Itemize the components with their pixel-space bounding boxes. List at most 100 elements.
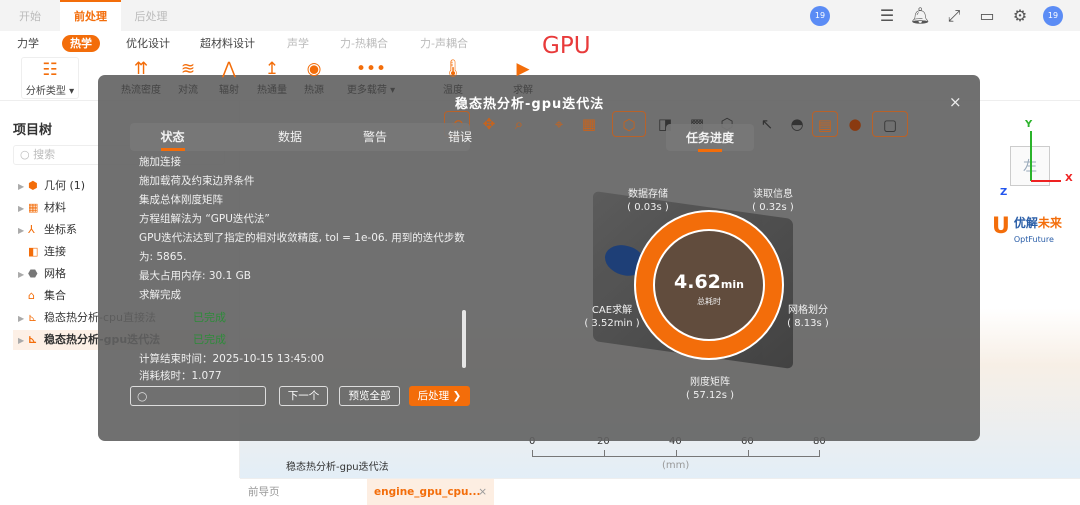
search-icon: ○	[20, 148, 30, 161]
solve-progress-dialog: 稳态热分析-gpu迭代法 × ⟲ ✥ ⌕ ⌖ ▦ ⬡ ◨ ▩ ⬡ ↖ ◓ ▤ ●…	[98, 75, 980, 441]
analysis-icon: ⊾	[28, 311, 38, 324]
total-time-label: 总耗时	[697, 297, 721, 306]
log-line: 施加载荷及约束边界条件	[139, 175, 255, 187]
x-axis-label: X	[1065, 173, 1073, 184]
monitor-cloud-icon[interactable]: ▭	[979, 6, 995, 25]
tab-home[interactable]: 前导页	[248, 486, 280, 498]
tab-warnings[interactable]: 警告	[362, 130, 387, 144]
subtab-mechanics[interactable]: 力学	[17, 37, 39, 50]
analysis-type-button[interactable]: ☷ 分析类型 ▾	[21, 57, 79, 99]
optfuture-logo: U 优解未来 OptFuture	[992, 214, 1062, 244]
heat-flow-icon: ↥	[264, 59, 280, 79]
cube-icon: ⬢	[28, 179, 38, 192]
preview-all-button[interactable]: 预览全部	[339, 386, 400, 406]
dialog-title: 稳态热分析-gpu迭代法	[455, 97, 605, 112]
tree-item-connection[interactable]: ◧ 连接	[18, 242, 233, 262]
view-cube[interactable]: 左 Y X Z	[995, 119, 1075, 211]
subtab-acoustic-mech[interactable]: 力-声耦合	[420, 37, 468, 50]
tree-item-coordinates[interactable]: ▶ ⅄ 坐标系	[18, 220, 233, 240]
tree-item-mesh[interactable]: ▶ ⬣ 网格	[18, 264, 233, 284]
temperature-button[interactable]: 🌡︎ 温度	[438, 57, 468, 96]
tab-engine-file[interactable]: engine_gpu_cpu... ×	[367, 479, 494, 505]
zoom-icon[interactable]: ⌕	[514, 115, 524, 133]
list-icon[interactable]: ☰	[879, 6, 895, 25]
view-grid-icon[interactable]: ▦	[581, 115, 597, 133]
display-mode-icon[interactable]: ▢	[872, 111, 908, 137]
log-line: 消耗核时：1.077	[139, 370, 222, 382]
tree-item-material[interactable]: ▶ ▦ 材料	[18, 198, 233, 218]
pan-icon[interactable]: ✥	[482, 115, 496, 133]
z-axis-label: Z	[1000, 187, 1008, 198]
angle-icon[interactable]: ◓	[790, 115, 804, 133]
analysis-icon: ⊾	[28, 333, 38, 346]
total-time: 4.62min	[674, 271, 744, 293]
tab-preprocess[interactable]: 前处理	[60, 0, 121, 31]
tab-postprocess[interactable]: 后处理	[134, 10, 168, 23]
stage-stiffness-matrix: 刚度矩阵( 57.12s )	[686, 377, 734, 401]
y-axis-label: Y	[1025, 119, 1033, 130]
close-button[interactable]: ×	[949, 93, 962, 111]
log-search-input[interactable]: ○	[130, 386, 266, 406]
tab-status[interactable]: 状态	[150, 123, 195, 151]
axes-icon: ⅄	[28, 223, 35, 236]
next-button[interactable]: 下一个	[279, 386, 328, 406]
gear-icon[interactable]: ⚙	[1012, 6, 1028, 25]
tree-item-geometry[interactable]: ▶ ⬢ 几何 (1)	[18, 176, 233, 196]
stage-cae-solve: CAE求解( 3.52min )	[584, 305, 640, 329]
subtab-metamaterial[interactable]: 超材料设计	[200, 37, 255, 50]
status-tabs: 状态 数据 警告 错误	[130, 123, 472, 151]
subtab-optimization[interactable]: 优化设计	[126, 37, 170, 50]
more-loads-button[interactable]: ••• 更多载荷 ▾	[342, 57, 400, 96]
radiation-icon: ⋀	[222, 59, 236, 79]
material-sphere-icon[interactable]: ●	[848, 115, 862, 133]
heat-source-icon: ◉	[306, 59, 322, 79]
bell-icon[interactable]: 🔔︎	[910, 6, 931, 25]
scale-tick: 20	[597, 436, 610, 447]
gpu-annotation: GPU	[542, 33, 591, 59]
stage-meshing: 网格划分( 8.13s )	[787, 305, 829, 329]
collab-avatar[interactable]: 19	[810, 6, 830, 26]
subtab-thermal[interactable]: 热学	[62, 35, 100, 52]
model-label: 稳态热分析-gpu迭代法	[286, 462, 389, 473]
subtab-acoustics[interactable]: 声学	[287, 37, 309, 50]
tab-data[interactable]: 数据	[277, 130, 302, 144]
stage-data-storage: 数据存储( 0.03s )	[627, 189, 669, 213]
play-icon: ▶	[516, 59, 530, 79]
tab-errors[interactable]: 错误	[447, 130, 472, 144]
log-line: 方程组解法为 “GPU迭代法”	[139, 213, 270, 225]
scale-unit: (mm)	[662, 460, 690, 471]
module-tabs: 力学 热学 优化设计 超材料设计 声学 力-热耦合 力-声耦合	[0, 31, 1080, 55]
more-icon: •••	[355, 59, 387, 79]
mesh-icon: ⬣	[28, 267, 38, 280]
log-scrollbar[interactable]	[462, 310, 466, 368]
log-line: 求解完成	[139, 289, 181, 301]
stage-read-info: 读取信息( 0.32s )	[752, 189, 794, 213]
ruler-icon[interactable]: ▤	[812, 111, 838, 137]
log-line: 为: 5865.	[139, 251, 187, 263]
log-line: 计算结束时间：2025-10-15 13:45:00	[139, 353, 325, 365]
pick-point-icon[interactable]: ↖	[760, 115, 774, 133]
scale-bar: 0 20 40 60 80 (mm)	[529, 436, 826, 478]
heat-source-button[interactable]: ◉ 热源	[298, 57, 330, 96]
radiation-button[interactable]: ⋀ 辐射	[214, 57, 244, 96]
target-icon[interactable]: ⌖	[554, 115, 564, 133]
tree-item-sets[interactable]: ⌂ 集合	[18, 286, 233, 306]
progress-tab-bar: 任务进度	[666, 124, 754, 152]
fullscreen-icon[interactable]: ⤢	[947, 6, 961, 25]
postprocess-button[interactable]: 后处理 ❯	[409, 386, 470, 406]
heat-flow-button[interactable]: ↥ 热通量	[252, 57, 292, 96]
subtab-thermo-mech[interactable]: 力-热耦合	[340, 37, 388, 50]
close-icon[interactable]: ×	[478, 486, 487, 498]
tab-task-progress[interactable]: 任务进度	[666, 124, 754, 152]
top-tab-bar: 开始 前处理 后处理 19 ☰ 🔔︎ ⤢ ▭ ⚙ 19	[0, 0, 1080, 31]
tree-icon: ☷	[42, 60, 58, 80]
log-line: 最大占用内存: 30.1 GB	[139, 270, 251, 282]
status-badge: 已完成	[193, 333, 226, 346]
view-cube-icon[interactable]: ⬡	[612, 111, 646, 137]
y-axis	[1030, 131, 1032, 181]
solve-button[interactable]: ▶ 求解	[508, 57, 538, 96]
heat-flux-density-button[interactable]: ⇈ 热流密度	[118, 57, 164, 96]
user-avatar[interactable]: 19	[1043, 6, 1063, 26]
convection-button[interactable]: ≋ 对流	[172, 57, 204, 96]
tab-start[interactable]: 开始	[19, 10, 41, 23]
